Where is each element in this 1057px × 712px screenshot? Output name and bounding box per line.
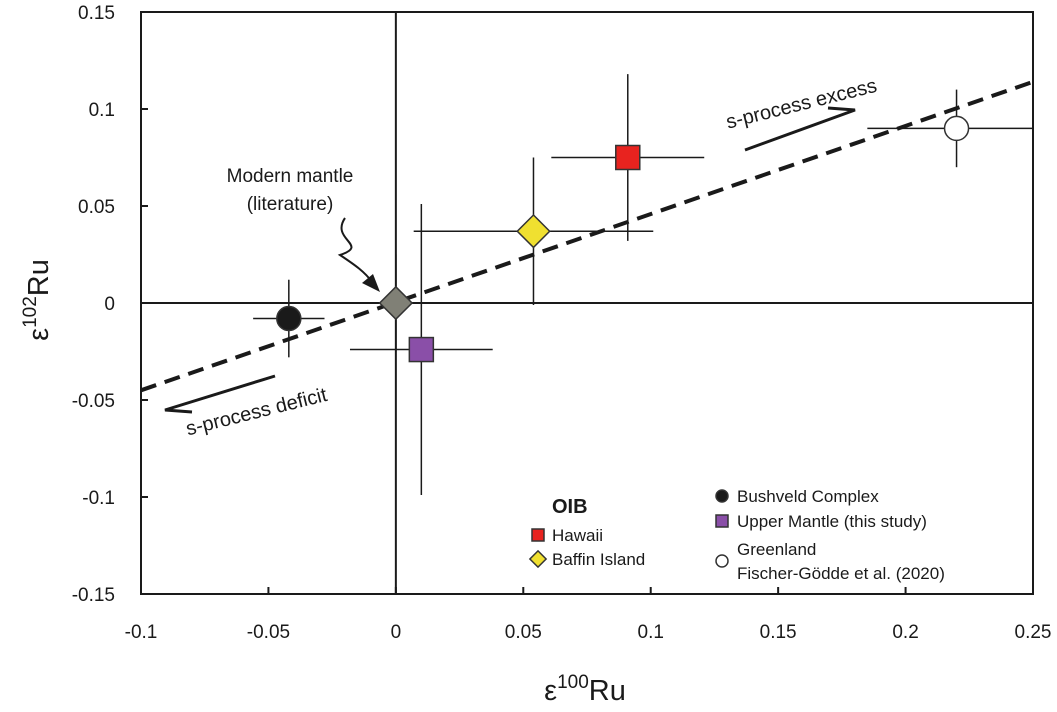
y-tick-label: 0.05: [78, 197, 115, 218]
legend-title: OIB: [552, 496, 588, 518]
x-tick-label: 0.1: [638, 622, 664, 643]
trend-line: [141, 79, 1033, 393]
x-label-part: Ru: [589, 675, 626, 707]
annotation-arrow: [337, 217, 373, 283]
legend-marker: [528, 549, 548, 569]
x-tick-label: -0.05: [247, 622, 290, 643]
y-tick-label: 0.1: [89, 100, 115, 121]
x-tick-label: 0.2: [892, 622, 918, 643]
legend-label: Hawaii: [552, 526, 603, 545]
annotation-arrowhead: [362, 274, 380, 292]
y-label-sup: 102: [20, 296, 41, 328]
annotation-arrow: [744, 106, 856, 152]
point: [943, 115, 970, 142]
x-tick-label: 0.05: [505, 622, 542, 643]
annotation: (literature): [247, 194, 334, 215]
legend-label: Bushveld Complex: [737, 487, 879, 506]
y-tick-label: -0.15: [72, 585, 115, 606]
point: [378, 285, 414, 321]
y-label-part: Ru: [23, 259, 55, 296]
annotation: s-process excess: [724, 75, 879, 134]
x-tick-label: 0: [391, 622, 402, 643]
point: [615, 144, 641, 171]
y-tick-label: 0: [104, 294, 115, 315]
legend-marker: [715, 514, 729, 528]
legend-label: Greenland: [737, 540, 816, 559]
legend-marker: [531, 528, 545, 542]
y-tick-label: -0.05: [72, 391, 115, 412]
point: [276, 305, 302, 332]
annotation: s-process deficit: [184, 384, 330, 440]
y-label-part: ε: [23, 328, 55, 341]
x-tick-label: 0.15: [760, 622, 797, 643]
y-tick-label: 0.15: [78, 3, 115, 24]
x-tick-label: 0.25: [1015, 622, 1052, 643]
x-tick-label: -0.1: [125, 622, 158, 643]
point: [408, 336, 435, 363]
plot-area: [141, 12, 1033, 594]
legend-marker: [715, 489, 729, 503]
y-axis-label: ε102Ru: [20, 259, 55, 341]
legend-label: Fischer-Gödde et al. (2020): [737, 564, 945, 583]
annotation: Modern mantle: [227, 166, 354, 187]
legend-marker: [715, 554, 729, 568]
legend-label: Upper Mantle (this study): [737, 512, 927, 531]
x-label-part: ε: [544, 675, 557, 707]
legend-label: Baffin Island: [552, 550, 645, 569]
point: [516, 213, 551, 249]
x-label-sup: 100: [557, 672, 589, 693]
x-axis-label: ε100Ru: [544, 672, 626, 707]
annotation-arrow: [164, 374, 276, 414]
y-tick-label: -0.1: [82, 488, 115, 509]
